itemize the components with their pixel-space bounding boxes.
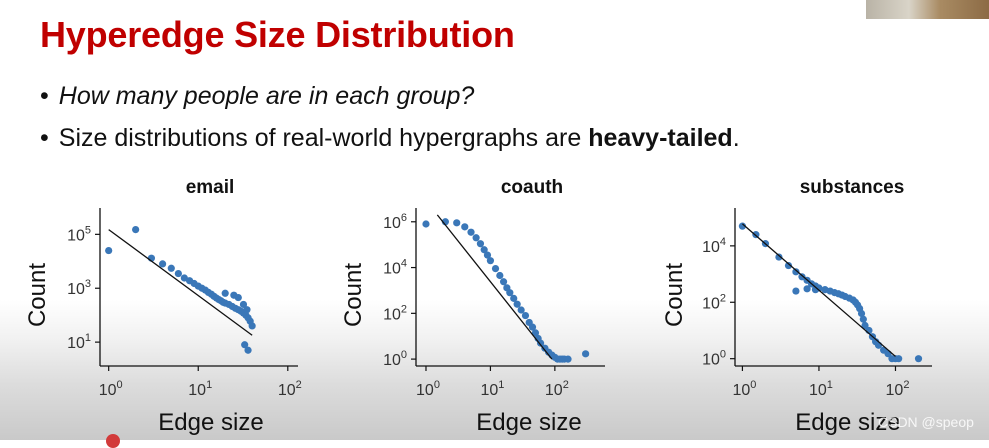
x-tick-label: 100: [99, 379, 123, 399]
data-point: [483, 251, 492, 259]
data-point: [167, 264, 175, 272]
y-tick-label: 104: [383, 258, 407, 278]
bullet-heavy-tailed: • Size distributions of real-world hyperg…: [40, 124, 740, 153]
y-tick-label: 100: [383, 349, 407, 369]
data-point: [857, 309, 866, 318]
data-point: [531, 329, 540, 337]
bullet-text-before: Size distributions of real-world hypergr…: [58, 124, 589, 152]
y-tick-label: 105: [67, 224, 91, 244]
pointer-dot: [106, 434, 120, 448]
data-point: [241, 341, 249, 349]
data-point: [895, 355, 903, 363]
data-point: [792, 287, 800, 295]
bullet-dot: •: [40, 124, 49, 152]
data-point: [105, 246, 113, 255]
data-point: [496, 271, 504, 280]
watermark: CSDN @speop: [878, 414, 974, 430]
data-point: [132, 226, 140, 234]
x-axis-label: Edge size: [795, 409, 900, 436]
data-point: [491, 265, 500, 273]
y-tick-label: 102: [383, 303, 407, 323]
fit-line: [741, 223, 896, 357]
data-point: [486, 257, 495, 265]
chart-title: email: [186, 177, 235, 198]
data-point: [861, 321, 869, 330]
data-point: [243, 306, 251, 314]
data-point: [521, 311, 530, 320]
data-point: [517, 306, 525, 314]
data-point: [158, 260, 167, 268]
bullet-question-text: How many people are in each group?: [58, 82, 475, 110]
x-tick-label: 101: [188, 379, 212, 399]
data-point: [422, 220, 430, 228]
y-tick-label: 100: [702, 349, 726, 369]
data-point: [914, 355, 923, 363]
data-point: [244, 346, 252, 354]
data-point: [239, 300, 248, 309]
data-point: [476, 240, 485, 248]
data-point: [536, 339, 545, 347]
data-point: [461, 223, 469, 231]
data-point: [453, 219, 461, 227]
data-point: [784, 261, 793, 270]
x-tick-label: 101: [480, 379, 504, 399]
data-point: [499, 278, 508, 286]
y-tick-label: 104: [702, 236, 726, 256]
y-tick-label: 106: [383, 212, 407, 232]
y-tick-label: 102: [702, 292, 726, 312]
bullet-bold-text: heavy-tailed: [588, 124, 733, 152]
data-point: [775, 253, 783, 261]
data-point: [513, 300, 521, 308]
x-tick-label: 102: [278, 379, 302, 399]
y-axis-label: Count: [24, 263, 51, 327]
fit-line: [108, 229, 253, 336]
y-tick-label: 103: [67, 278, 91, 298]
data-point: [528, 323, 537, 331]
data-point: [564, 355, 572, 363]
data-point: [859, 315, 867, 323]
x-tick-label: 101: [809, 379, 833, 399]
chart-title: substances: [800, 177, 905, 198]
fit-line: [436, 214, 553, 360]
data-point: [738, 222, 747, 230]
data-point: [174, 269, 182, 278]
data-point: [792, 268, 800, 276]
y-axis-label: Count: [661, 263, 688, 327]
bullet-question: • How many people are in each group?: [40, 82, 474, 111]
data-point: [803, 285, 811, 293]
bullet-text-after: .: [732, 124, 740, 152]
x-tick-label: 100: [732, 379, 756, 399]
x-axis-label: Edge size: [158, 409, 263, 436]
x-tick-label: 102: [886, 379, 910, 399]
data-point: [234, 293, 242, 302]
bullet-dot: •: [40, 82, 49, 110]
chart-title: coauth: [501, 177, 563, 198]
data-point: [221, 289, 229, 297]
x-axis-label: Edge size: [476, 409, 581, 436]
x-tick-label: 100: [416, 379, 440, 399]
slide-title: Hyperedge Size Distribution: [40, 14, 515, 55]
data-point: [467, 228, 475, 236]
y-tick-label: 101: [67, 332, 91, 352]
data-point: [248, 322, 256, 330]
data-point: [472, 234, 480, 242]
y-axis-label: Count: [340, 263, 367, 327]
data-point: [480, 246, 488, 254]
webcam-thumbnail: [866, 0, 989, 19]
data-point: [510, 294, 518, 302]
data-point: [506, 289, 514, 297]
data-point: [582, 350, 590, 358]
data-point: [798, 273, 806, 281]
x-tick-label: 102: [545, 379, 569, 399]
